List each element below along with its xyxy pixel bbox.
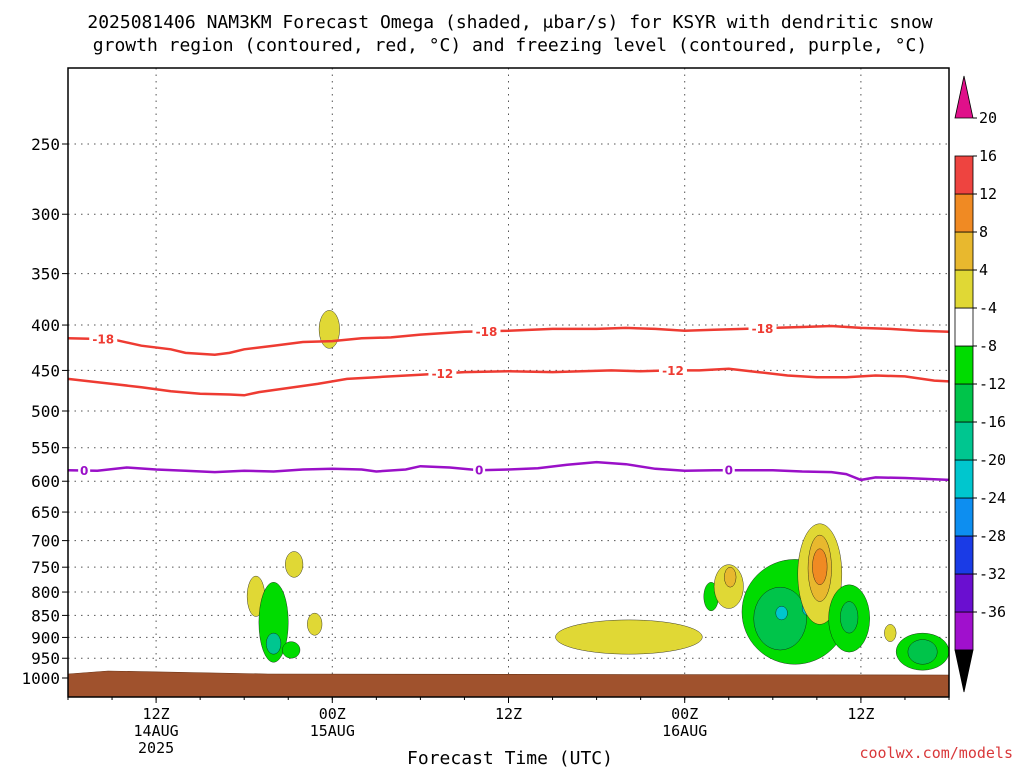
colorbar-segment-8: [954, 345, 974, 385]
contour-label-bg: [472, 324, 501, 339]
x-axis-label: Forecast Time (UTC): [407, 748, 613, 768]
omega-feature-2: [318, 310, 340, 349]
colorbar-segment-4: [954, 497, 974, 537]
x-tick-label-18-0: 00Z: [319, 705, 346, 723]
colorbar-segment-3: [954, 535, 974, 575]
colorbar-segment-2: [954, 573, 974, 613]
gridlines: [68, 68, 949, 697]
x-tick-label-18-1: 15AUG: [310, 722, 355, 740]
omega-feature-13: [775, 606, 788, 621]
y-axis-pressure: 250 300 350 400 450 500 550 600 650 700 750 800 850 9…: [21, 135, 68, 688]
terrain-surface: [67, 670, 950, 698]
y-tick-label-950: 950: [31, 649, 60, 668]
terrain-fill: [67, 670, 950, 698]
contour-label-bg: [658, 363, 687, 378]
y-tick-label-350: 350: [31, 265, 60, 284]
y-tick-label-500: 500: [31, 402, 60, 421]
omega-feature-10: [724, 566, 737, 588]
x-tick-label-6-1: 14AUG: [134, 722, 179, 740]
colorbar-over-triangle: [954, 75, 974, 119]
contour-label--18-0: -18: [92, 333, 114, 347]
omega-feature-7: [555, 619, 703, 655]
contour-label-0-1: 0: [475, 464, 483, 478]
omega-feature-19: [840, 601, 859, 634]
x-tick-label-42-1: 16AUG: [662, 722, 707, 740]
chart-title-line1: 2025081406 NAM3KM Forecast Omega (shaded…: [87, 12, 932, 33]
colorbar-segment-10: [954, 269, 974, 309]
contour-label-0-0: 0: [80, 464, 88, 478]
y-tick-label-300: 300: [31, 205, 60, 224]
x-tick-label-54-0: 12Z: [847, 705, 874, 723]
y-tick-label-450: 450: [31, 361, 60, 380]
plot-area: -18 -18 -18 -12 -12 0 0 0: [67, 67, 950, 698]
colorbar-label-12: 12: [979, 185, 997, 203]
colorbar-label--32: -32: [979, 565, 1006, 583]
credit-text[interactable]: coolwx.com/models: [859, 744, 1013, 762]
contour-label-bg: [89, 332, 118, 347]
omega-feature-20: [884, 624, 897, 642]
y-tick-label-900: 900: [31, 628, 60, 647]
omega-colorbar: 20 16 12 8 4 -4 -8 -12 -16 -20 -24 -28 -32 -36: [954, 75, 1006, 693]
omega-feature-17: [812, 548, 828, 585]
contour-label-0-2: 0: [725, 464, 733, 478]
colorbar-label-20: 20: [979, 109, 997, 127]
omega-shading: [246, 310, 950, 671]
contour-label-bg: [428, 366, 457, 381]
colorbar-segment-5: [954, 459, 974, 499]
colorbar-label--8: -8: [979, 337, 997, 355]
y-tick-label-650: 650: [31, 503, 60, 522]
colorbar-label-8: 8: [979, 223, 988, 241]
omega-feature-6: [282, 641, 301, 659]
colorbar-label--36: -36: [979, 603, 1006, 621]
colorbar-label-16: 16: [979, 147, 997, 165]
x-tick-label-6-2: 2025: [138, 739, 174, 757]
colorbar-label--4: -4: [979, 299, 997, 317]
y-tick-label-600: 600: [31, 472, 60, 491]
x-tick-label-6-0: 12Z: [143, 705, 170, 723]
y-tick-label-550: 550: [31, 439, 60, 458]
omega-feature-3: [307, 612, 323, 636]
colorbar-label--28: -28: [979, 527, 1006, 545]
contour-label-bg: [473, 463, 486, 478]
contour-label-bg: [748, 321, 777, 336]
colorbar-label--12: -12: [979, 375, 1006, 393]
colorbar-segment-9: [954, 307, 974, 347]
contour-label--12-0: -12: [432, 367, 454, 381]
colorbar-label--24: -24: [979, 489, 1006, 507]
y-tick-label-400: 400: [31, 316, 60, 335]
contour-label--18-1: -18: [476, 325, 498, 339]
colorbar-label--16: -16: [979, 413, 1006, 431]
y-tick-label-1000: 1000: [21, 669, 60, 688]
contour-0: [67, 460, 950, 482]
colorbar-segment-6: [954, 421, 974, 461]
temperature-contours: -18 -18 -18 -12 -12 0 0 0: [67, 321, 950, 482]
omega-feature-1: [285, 551, 304, 578]
y-tick-label-800: 800: [31, 583, 60, 602]
chart-title-line2: growth region (contoured, red, °C) and f…: [93, 35, 927, 56]
x-tick-label-42-0: 00Z: [671, 705, 698, 723]
omega-feature-5: [266, 632, 282, 655]
colorbar-segment-7: [954, 383, 974, 423]
colorbar-segment-12: [954, 193, 974, 233]
colorbar-segment-1: [954, 611, 974, 651]
colorbar-label--20: -20: [979, 451, 1006, 469]
contour-label--12-1: -12: [662, 364, 684, 378]
y-tick-label-250: 250: [31, 135, 60, 154]
y-tick-label-700: 700: [31, 532, 60, 551]
colorbar-segment-13: [954, 155, 974, 195]
contour-label-bg: [722, 463, 735, 478]
colorbar-under-triangle: [954, 649, 974, 693]
colorbar-segment-11: [954, 231, 974, 271]
y-tick-label-750: 750: [31, 558, 60, 577]
colorbar-label-4: 4: [979, 261, 988, 279]
contour-label--18-2: -18: [752, 322, 774, 336]
x-tick-label-30-0: 12Z: [495, 705, 522, 723]
omega-feature-22: [907, 639, 938, 665]
contour--12: [67, 367, 950, 397]
y-tick-label-850: 850: [31, 606, 60, 625]
contour-label-bg: [78, 463, 91, 478]
